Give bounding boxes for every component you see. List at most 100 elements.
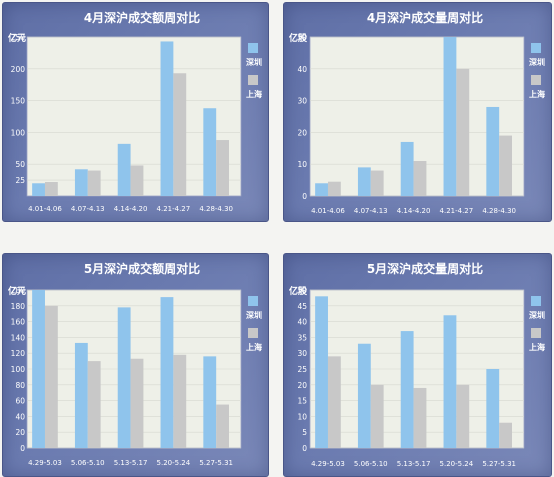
x-tick-label: 5.13-5.17 — [114, 459, 148, 467]
y-tick-label: 150 — [11, 97, 26, 106]
bar-shenzhen — [74, 169, 88, 196]
chart-panel-apr-turnover: 4月深沪成交额周对比 亿元 25 50 100 150 200 250 4.01-4.06 4.0… — [2, 2, 269, 222]
bar-shenzhen — [117, 143, 131, 196]
bar-shanghai — [173, 354, 187, 448]
bar-shanghai — [499, 135, 513, 196]
bar-shenzhen — [443, 37, 457, 196]
bar-shenzhen — [357, 167, 371, 196]
y-tick-label: 15 — [297, 397, 307, 406]
y-tick-label: 140 — [11, 333, 26, 342]
legend-label-shenzhen: 深圳 — [246, 310, 262, 320]
x-tick-label: 5.06-5.10 — [354, 460, 388, 468]
y-tick-label: 30 — [297, 97, 307, 106]
bar-shenzhen — [400, 331, 414, 448]
y-tick-label: 60 — [15, 397, 25, 406]
y-tick-label: 10 — [297, 412, 307, 421]
x-tick-label: 4.29-5.03 — [311, 460, 345, 468]
legend-label-shanghai: 上海 — [529, 342, 545, 352]
bar-shanghai — [87, 170, 101, 196]
y-tick-label: 30 — [297, 349, 307, 358]
bar-shanghai — [44, 305, 58, 448]
legend-label-shanghai: 上海 — [246, 342, 262, 352]
y-tick-label: 200 — [11, 286, 26, 295]
bar-shanghai — [216, 404, 230, 448]
y-tick-label: 45 — [297, 302, 307, 311]
bar-shenzhen — [486, 369, 500, 448]
x-tick-label: 4.21-4.27 — [157, 205, 191, 213]
bar-shanghai — [173, 73, 187, 196]
bar-shanghai — [87, 361, 101, 448]
bar-shenzhen — [203, 356, 217, 448]
y-tick-label: 40 — [297, 318, 307, 327]
bar-shenzhen — [315, 183, 328, 196]
y-tick-label: 180 — [11, 302, 26, 311]
y-tick-label: 0 — [302, 192, 307, 201]
chart-panel-may-turnover: 5月深沪成交额周对比 亿元 0 20 40 60 80 100 120 140 160 180 200 4… — [2, 253, 269, 477]
chart-title: 4月深沪成交额周对比 — [84, 10, 200, 25]
legend-label-shanghai: 上海 — [246, 89, 262, 99]
y-tick-label: 120 — [11, 349, 26, 358]
x-tick-label: 4.07-4.13 — [354, 207, 388, 215]
legend-swatch-shenzhen — [248, 43, 258, 53]
y-tick-label: 25 — [297, 365, 307, 374]
x-tick-label: 5.20-5.24 — [440, 460, 474, 468]
y-tick-label: 25 — [15, 176, 25, 185]
bar-shanghai — [130, 358, 144, 448]
bar-shenzhen — [400, 141, 414, 196]
y-axis-unit-label: 亿股 — [289, 32, 308, 44]
legend-swatch-shanghai — [248, 328, 258, 338]
chart-panel-apr-volume: 4月深沪成交量周对比 亿股 0 10 20 30 40 50 4.01-4.06 4.07-4.1… — [283, 2, 552, 222]
bar-shenzhen — [32, 183, 45, 196]
y-axis-unit-label: 亿股 — [289, 285, 308, 297]
bar-shenzhen — [443, 315, 457, 448]
x-tick-label: 4.14-4.20 — [397, 207, 431, 215]
bar-shenzhen — [160, 297, 174, 448]
legend-swatch-shenzhen — [248, 296, 258, 306]
chart-panel-may-volume: 5月深沪成交量周对比 亿股 0 5 10 15 20 25 30 35 40 45 50 4.29-5.0… — [283, 253, 552, 477]
x-tick-label: 4.07-4.13 — [71, 205, 105, 213]
y-tick-label: 20 — [297, 381, 307, 390]
y-tick-label: 200 — [11, 65, 26, 74]
y-axis-unit-label: 亿元 — [8, 32, 26, 44]
y-tick-label: 160 — [11, 318, 26, 327]
y-tick-label: 0 — [20, 444, 25, 453]
bar-shanghai — [130, 165, 144, 196]
x-tick-label: 5.27-5.31 — [482, 460, 516, 468]
chart-title: 4月深沪成交量周对比 — [367, 10, 483, 25]
bar-shanghai — [413, 387, 427, 448]
bar-shanghai — [327, 356, 341, 448]
y-axis-unit-label: 亿元 — [8, 285, 26, 297]
y-tick-label: 0 — [302, 444, 307, 453]
y-tick-label: 50 — [297, 286, 307, 295]
bar-shenzhen — [117, 307, 131, 448]
y-tick-label: 250 — [11, 33, 26, 42]
legend-label-shenzhen: 深圳 — [529, 310, 545, 320]
x-tick-label: 4.29-5.03 — [28, 459, 62, 467]
x-tick-label: 4.01-4.06 — [28, 205, 62, 213]
legend-label-shenzhen: 深圳 — [246, 57, 262, 67]
bar-shenzhen — [32, 290, 45, 448]
legend-swatch-shenzhen — [531, 43, 541, 53]
bar-shanghai — [370, 384, 384, 448]
legend-swatch-shanghai — [531, 328, 541, 338]
x-tick-label: 4.28-4.30 — [482, 207, 516, 215]
bar-shenzhen — [160, 41, 174, 197]
x-tick-label: 4.01-4.06 — [311, 207, 345, 215]
y-tick-label: 20 — [297, 128, 307, 137]
bar-shanghai — [327, 181, 341, 196]
x-tick-label: 5.06-5.10 — [71, 459, 105, 467]
legend-swatch-shanghai — [248, 75, 258, 85]
x-tick-label: 4.14-4.20 — [114, 205, 148, 213]
legend-label-shenzhen: 深圳 — [529, 57, 545, 67]
legend-swatch-shenzhen — [531, 296, 541, 306]
y-tick-label: 5 — [302, 428, 307, 437]
bar-shenzhen — [357, 343, 371, 448]
bar-shanghai — [456, 384, 470, 448]
y-tick-label: 100 — [11, 365, 26, 374]
x-tick-label: 5.27-5.31 — [199, 459, 233, 467]
x-tick-label: 5.13-5.17 — [397, 460, 431, 468]
bar-shanghai — [44, 182, 58, 196]
